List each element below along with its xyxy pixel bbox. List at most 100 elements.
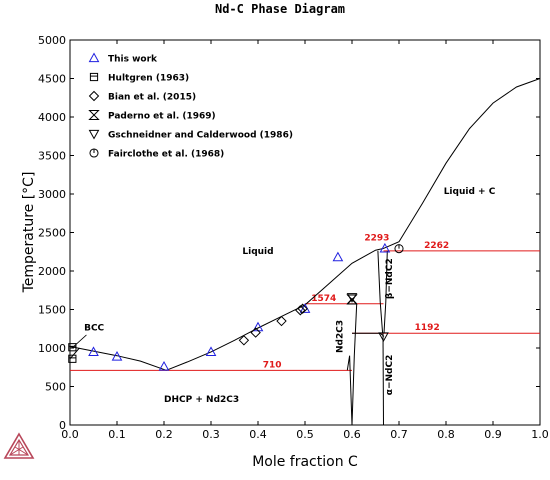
phase-boundary-liquidus-left	[69, 346, 167, 371]
marker-shape	[88, 90, 100, 102]
data-point-triangle-up	[158, 360, 170, 371]
x-tick-label: 1.0	[531, 428, 549, 441]
data-point-diamond	[276, 315, 287, 327]
marker-shape	[158, 360, 170, 371]
legend-marker-circle-bar	[89, 148, 99, 158]
legend-marker-triangle-up	[88, 52, 100, 63]
invariant-label: 1574	[311, 294, 336, 304]
marker-shape	[378, 332, 389, 342]
legend-label: Paderno et al. (1969)	[108, 112, 216, 122]
data-point-circle-bar	[394, 244, 404, 254]
marker-shape	[250, 327, 261, 338]
marker-shape	[68, 343, 77, 352]
y-axis-label: Temperature [°C]	[21, 172, 37, 294]
marker-shape	[88, 52, 100, 63]
phase-boundary-liquidus-right	[383, 78, 541, 249]
marker-shape	[88, 346, 99, 356]
marker-shape	[346, 294, 358, 305]
data-point-triangle-up	[88, 346, 99, 356]
data-point-hourglass	[346, 294, 358, 305]
x-tick-label: 0.7	[390, 428, 408, 441]
max-temperature-label: 2293	[364, 233, 389, 243]
phase-boundary-liquidus-mid	[166, 247, 384, 371]
data-point-diamond	[295, 305, 306, 316]
legend-label: Fairclothe et al. (1968)	[108, 150, 224, 160]
data-point-diamond	[238, 335, 250, 346]
marker-shape	[238, 335, 250, 346]
phase-boundary-Nd2C3-right	[351, 303, 358, 426]
chart-title: Nd-C Phase Diagram	[215, 2, 345, 16]
x-axis-label: Mole fraction C	[252, 454, 358, 470]
region-label: Liquid	[242, 247, 273, 257]
axis-ticks: 0.0 0.1 0.2 0.3 0.4 0.5 0.6 0.7 0.8 0.9 1.0 0 500 100…	[38, 34, 549, 441]
y-tick-label: 1500	[38, 304, 66, 317]
y-tick-label: 4500	[38, 73, 66, 86]
y-tick-label: 500	[45, 381, 66, 394]
legend: This work Hultgren (1963) Bian et al. (201…	[88, 52, 293, 160]
marker-shape	[276, 315, 287, 327]
x-tick-label: 0.2	[155, 428, 173, 441]
invariant-label: 1192	[415, 323, 440, 333]
marker-shape	[88, 110, 100, 120]
region-label: Liquid + C	[444, 187, 496, 197]
legend-label: Hultgren (1963)	[108, 74, 189, 84]
marker-shape	[346, 293, 358, 303]
thermocalc-logo-icon	[3, 432, 35, 459]
marker-shape	[297, 303, 308, 314]
y-tick-label: 2000	[38, 265, 66, 278]
legend-marker-hourglass	[88, 110, 100, 120]
data-point-diamond	[297, 303, 308, 314]
phase-boundary-Nd-solvus	[69, 347, 80, 360]
marker-shape	[88, 129, 100, 140]
legend-marker-square-half	[89, 72, 99, 82]
y-tick-label: 0	[59, 419, 66, 432]
x-tick-label: 0.6	[343, 428, 361, 441]
invariant-label: 2262	[424, 241, 449, 251]
x-tick-label: 0.4	[249, 428, 267, 441]
vertical-phase-label: α−NdC2	[385, 355, 395, 396]
phase-boundary-NdC2-right	[383, 250, 388, 334]
invariant-lines: 710 1574 1192 2262 2293	[70, 233, 540, 371]
vertical-phase-label: Nd2C3	[336, 320, 346, 353]
y-tick-label: 4000	[38, 111, 66, 124]
data-point-triangle-up	[111, 350, 123, 361]
marker-shape	[379, 242, 391, 253]
data-point-triangle-down	[346, 293, 358, 303]
x-tick-label: 0.8	[437, 428, 455, 441]
data-point-diamond	[250, 327, 261, 338]
data-point-triangle-down	[378, 332, 389, 342]
invariant-label: 710	[263, 360, 282, 370]
y-tick-label: 3500	[38, 150, 66, 163]
marker-shape	[295, 305, 306, 316]
x-tick-label: 0.5	[296, 428, 314, 441]
data-point-triangle-up	[332, 251, 344, 262]
legend-label: Gschneidner and Calderwood (1986)	[108, 131, 293, 141]
vertical-phase-label: β−NdC2	[385, 258, 395, 299]
marker-shape	[332, 251, 344, 262]
phase-boundary-NdC2-bottom	[382, 333, 384, 426]
phase-boundary-NdC2-left	[377, 250, 384, 334]
data-point-triangle-up	[205, 346, 217, 356]
data-point-square-half	[68, 354, 77, 363]
region-labels: BCC Liquid Liquid + C DHCP + Nd2C3 Nd2C3 β−Nd…	[73, 187, 496, 405]
marker-shape	[89, 72, 99, 82]
x-tick-label: 0.9	[484, 428, 502, 441]
legend-label: This work	[108, 55, 158, 65]
marker-shape	[111, 350, 123, 361]
region-label: DHCP + Nd2C3	[164, 395, 239, 405]
data-point-square-half	[68, 343, 77, 352]
phase-boundary-Nd2C3-lower-left	[346, 355, 353, 426]
legend-marker-triangle-down	[88, 129, 100, 140]
y-tick-label: 2500	[38, 227, 66, 240]
legend-marker-diamond	[88, 90, 100, 102]
y-tick-label: 5000	[38, 34, 66, 47]
region-label: BCC	[84, 323, 104, 333]
y-tick-label: 1000	[38, 342, 66, 355]
legend-label: Bian et al. (2015)	[108, 93, 196, 103]
x-tick-label: 0.1	[108, 428, 126, 441]
phase-boundaries	[69, 78, 541, 426]
x-tick-label: 0.0	[61, 428, 79, 441]
marker-shape	[205, 346, 217, 356]
